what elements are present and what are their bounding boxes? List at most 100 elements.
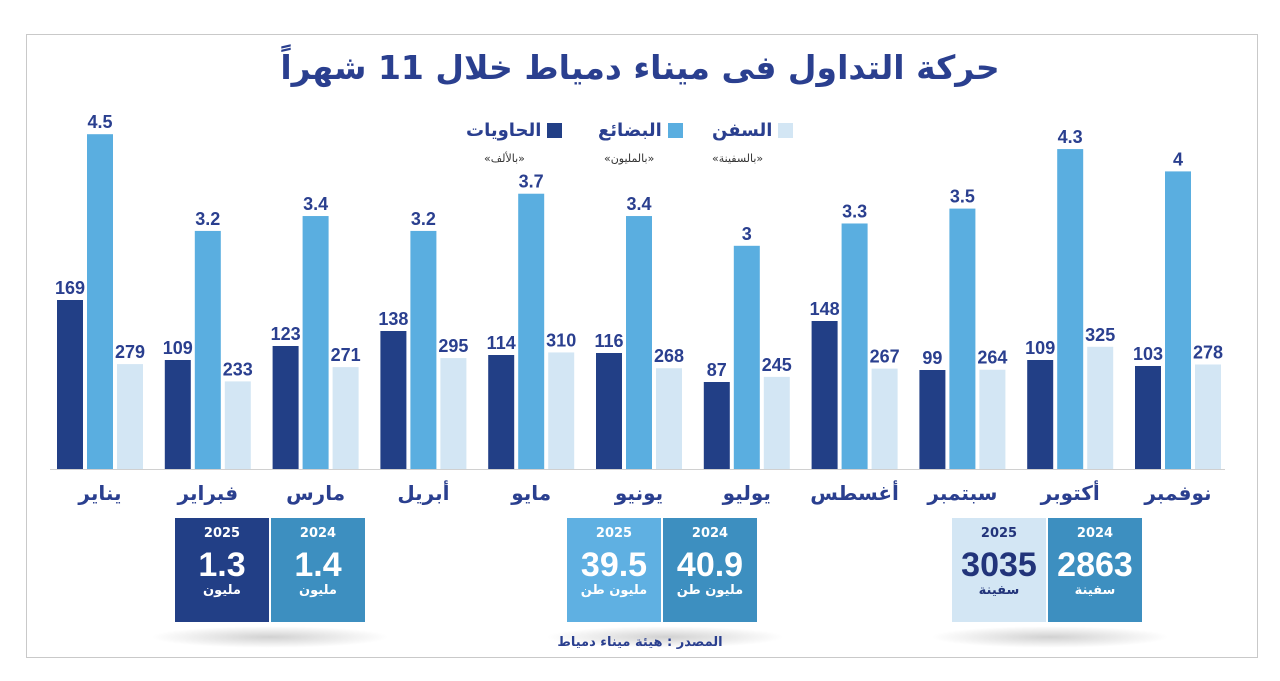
data-label: 325	[1085, 325, 1115, 345]
bar-containers	[703, 382, 730, 469]
data-label: 267	[870, 347, 900, 367]
bar-containers	[488, 355, 515, 469]
bar-cargo	[302, 216, 329, 469]
data-label: 4.3	[1058, 127, 1083, 147]
bar-cargo	[733, 245, 760, 469]
bar-containers	[596, 353, 622, 469]
box-shadow	[930, 626, 1170, 648]
category-label: يوليو	[722, 481, 771, 505]
data-label: 233	[223, 359, 253, 379]
bar-cargo	[949, 208, 976, 469]
data-label: 87	[707, 360, 727, 380]
bar-cargo	[1165, 171, 1191, 469]
box-shadow	[150, 626, 390, 648]
data-label: 3.3	[842, 201, 867, 221]
data-label: 279	[115, 342, 145, 362]
summary-unit: مليون	[299, 583, 337, 598]
data-label: 148	[810, 299, 840, 319]
data-label: 4.5	[87, 112, 112, 132]
summary-value: 2863	[1057, 546, 1133, 584]
legend-swatch-ships	[778, 122, 794, 138]
data-label: 268	[654, 346, 684, 366]
data-label: 3.4	[303, 194, 328, 214]
category-label: يونيو	[614, 481, 663, 505]
data-label: 3.4	[626, 194, 651, 214]
bar-ships	[548, 352, 575, 469]
category-label: مارس	[286, 481, 345, 505]
summary-value: 1.3	[198, 546, 246, 584]
summary-unit: سفينة	[978, 583, 1020, 598]
bar-cargo	[194, 230, 221, 469]
data-label: 271	[331, 345, 361, 365]
bar-containers	[164, 360, 191, 469]
source-note: المصدر : هيئة ميناء دمياط	[557, 635, 723, 650]
bar-cargo	[410, 230, 437, 469]
summary-year: 2024	[1076, 526, 1114, 541]
data-label: 123	[271, 324, 301, 344]
data-label: 103	[1133, 344, 1163, 364]
summary-cargo-2025: 2025 39.5 مليون طن	[567, 518, 661, 622]
category-label: يناير	[77, 481, 121, 505]
bar-containers	[1135, 366, 1161, 469]
legend-label-cargo: البضائع	[598, 119, 662, 141]
legend-unit-ships: «بالسفينة»	[712, 152, 764, 165]
legend-swatch-containers	[547, 122, 563, 138]
bar-ships	[1087, 346, 1114, 469]
data-label: 278	[1193, 342, 1223, 362]
legend-swatch-cargo	[667, 122, 683, 138]
bar-cargo	[626, 216, 652, 469]
chart-title: حركة التداول فى ميناء دمياط خلال 11 شهرا…	[280, 48, 1000, 87]
summary-year: 2025	[595, 526, 633, 541]
data-label: 310	[546, 330, 576, 350]
bar-ships	[117, 364, 143, 469]
summary-ships-2025: 2025 3035 سفينة	[952, 518, 1046, 622]
data-label: 114	[487, 333, 516, 353]
summary-year: 2025	[980, 526, 1018, 541]
summary-year: 2025	[203, 526, 241, 541]
legend-unit-cargo: «بالمليون»	[604, 152, 655, 165]
legend-label-ships: السفن	[712, 119, 773, 141]
summary-cargo-2024: 2024 40.9 مليون طن	[663, 518, 757, 622]
bar-ships	[656, 368, 682, 469]
data-label: 245	[762, 355, 792, 375]
data-label: 3.5	[950, 187, 975, 207]
summary-year: 2024	[691, 526, 729, 541]
category-label: مايو	[510, 481, 551, 505]
category-label: نوفمبر	[1143, 481, 1211, 505]
data-label: 3.2	[195, 209, 220, 229]
summary-value: 40.9	[676, 546, 744, 584]
summary-containers-2025: 2025 1.3 مليون	[175, 518, 269, 622]
bar-cargo	[518, 193, 545, 469]
data-label: 3.2	[411, 209, 436, 229]
bar-ships	[224, 381, 251, 469]
bar-containers	[919, 370, 946, 469]
data-label: 169	[55, 278, 85, 298]
legend-ships: السفن	[712, 119, 794, 141]
summary-value: 1.4	[294, 546, 342, 584]
summary-unit: مليون طن	[676, 583, 744, 598]
legend-label-containers: الحاويات	[466, 119, 542, 141]
data-label: 295	[438, 336, 468, 356]
summary-year: 2024	[299, 526, 337, 541]
summary-containers-2024: 2024 1.4 مليون	[271, 518, 365, 622]
legend-containers: الحاويات	[466, 119, 563, 141]
data-label: 138	[378, 309, 408, 329]
bar-cargo	[841, 223, 868, 469]
bar-ships	[979, 369, 1006, 469]
data-label: 116	[594, 331, 623, 351]
legend-unit-containers: «بالألف»	[484, 152, 525, 165]
legend-cargo: البضائع	[598, 119, 683, 141]
category-label: أغسطس	[810, 479, 899, 505]
data-label: 4	[1173, 149, 1183, 169]
bar-cargo	[87, 134, 113, 469]
bar-containers	[1027, 360, 1054, 469]
data-label: 99	[922, 348, 942, 368]
bar-containers	[272, 346, 299, 469]
bar-ships	[871, 368, 898, 469]
summary-unit: مليون	[203, 583, 241, 598]
box-shadow	[545, 626, 785, 648]
data-label: 109	[163, 338, 193, 358]
bar-ships	[763, 376, 790, 469]
data-label: 3.7	[519, 172, 544, 192]
